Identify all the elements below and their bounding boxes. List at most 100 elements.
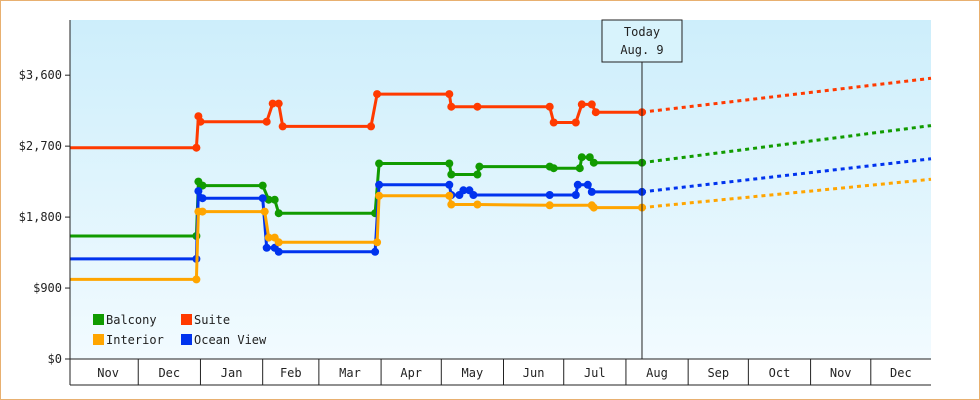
month-label: Aug [646, 366, 668, 380]
series-forecast-interior [641, 177, 932, 210]
legend-label-balcony: Balcony [106, 313, 157, 327]
legend-label-suite: Suite [194, 313, 230, 327]
y-tick-label: $3,600 [19, 68, 62, 82]
data-point-interior [373, 238, 382, 247]
month-label: Nov [830, 366, 852, 380]
month-label: May [462, 366, 484, 380]
legend-swatch-ocean-view [181, 334, 192, 345]
y-tick-label: $2,700 [19, 139, 62, 153]
y-tick-label: $0 [48, 352, 62, 366]
legend-swatch-balcony [93, 314, 104, 325]
data-point-ocean-view [587, 187, 596, 196]
today-marker: Today Aug. 9 [601, 19, 683, 359]
data-point-interior [375, 191, 384, 200]
data-point-balcony [258, 181, 267, 190]
data-point-suite [549, 118, 558, 127]
y-tick-label: $900 [33, 281, 62, 295]
data-point-balcony [585, 153, 594, 162]
series-group [70, 76, 932, 284]
data-point-interior [589, 203, 598, 212]
today-label: Today [624, 25, 660, 39]
data-point-ocean-view [198, 194, 207, 203]
legend-swatch-suite [181, 314, 192, 325]
data-point-ocean-view [583, 180, 592, 189]
data-point-balcony [198, 181, 207, 190]
data-point-suite [587, 100, 596, 109]
data-point-suite [278, 122, 287, 131]
series-forecast-suite [641, 76, 932, 114]
data-point-balcony [473, 170, 482, 179]
data-point-interior [274, 238, 283, 247]
data-point-balcony [577, 153, 586, 162]
month-label: Feb [280, 366, 302, 380]
data-point-suite [192, 143, 201, 152]
month-label: Sep [707, 366, 729, 380]
data-point-suite [196, 117, 205, 126]
data-point-ocean-view [194, 187, 203, 196]
series-line-ocean-view [70, 183, 642, 261]
data-point-suite [577, 100, 586, 109]
data-point-interior [198, 207, 207, 216]
data-point-balcony [549, 164, 558, 173]
plot-background [70, 20, 931, 359]
data-point-suite [571, 118, 580, 127]
data-point-balcony [274, 209, 283, 218]
data-point-interior [445, 191, 454, 200]
data-point-suite [268, 99, 277, 108]
month-label: Nov [97, 366, 119, 380]
data-point-ocean-view [571, 191, 580, 199]
y-tick-label: $1,800 [19, 210, 62, 224]
month-label: Dec [158, 366, 180, 380]
data-point-ocean-view [375, 180, 384, 189]
data-point-ocean-view [274, 247, 283, 256]
legend-label-ocean-view: Ocean View [194, 333, 267, 347]
today-box [601, 19, 683, 63]
data-point-interior [447, 200, 456, 209]
data-point-ocean-view [258, 194, 267, 203]
data-point-balcony [447, 170, 456, 179]
data-point-balcony [589, 158, 598, 167]
data-point-suite [262, 117, 271, 126]
data-point-interior [192, 275, 201, 284]
axes-group: $0 $900 $1,800 $2,700 $3,600 Nov Dec Jan Feb Mar A… [19, 20, 931, 386]
data-point-interior [473, 200, 482, 209]
month-label: Dec [890, 366, 912, 380]
data-point-ocean-view [573, 180, 582, 189]
data-point-suite [447, 102, 456, 111]
data-point-suite [373, 90, 382, 99]
today-date-label: Aug. 9 [620, 43, 663, 57]
series-forecast-balcony [641, 124, 932, 165]
series-forecast-ocean-view [641, 157, 932, 194]
data-point-suite [445, 90, 454, 99]
month-label: Mar [339, 366, 361, 380]
month-label: Jun [523, 366, 545, 380]
data-point-balcony [445, 159, 454, 168]
data-point-suite [545, 102, 554, 111]
data-point-interior [545, 201, 554, 210]
month-label: Jan [221, 366, 243, 380]
data-point-suite [274, 99, 283, 108]
data-point-ocean-view [445, 180, 454, 189]
data-point-suite [367, 122, 375, 131]
data-point-interior [260, 207, 269, 216]
data-point-balcony [475, 162, 484, 171]
data-point-ocean-view [469, 191, 478, 199]
data-point-balcony [264, 195, 273, 204]
data-point-balcony [575, 164, 584, 173]
legend-swatch-interior [93, 334, 104, 345]
data-point-suite [591, 108, 600, 117]
data-point-interior [264, 233, 273, 242]
month-label: Oct [769, 366, 791, 380]
data-point-ocean-view [262, 243, 271, 252]
data-point-balcony [270, 195, 279, 204]
data-point-ocean-view [371, 247, 380, 256]
data-point-ocean-view [459, 186, 468, 195]
legend-label-interior: Interior [106, 333, 164, 347]
data-point-suite [473, 102, 482, 111]
legend: Balcony Suite Interior Ocean View [93, 313, 267, 347]
month-label: Apr [400, 366, 422, 380]
data-point-balcony [375, 159, 384, 168]
month-label: Jul [584, 366, 606, 380]
data-point-ocean-view [545, 191, 554, 199]
